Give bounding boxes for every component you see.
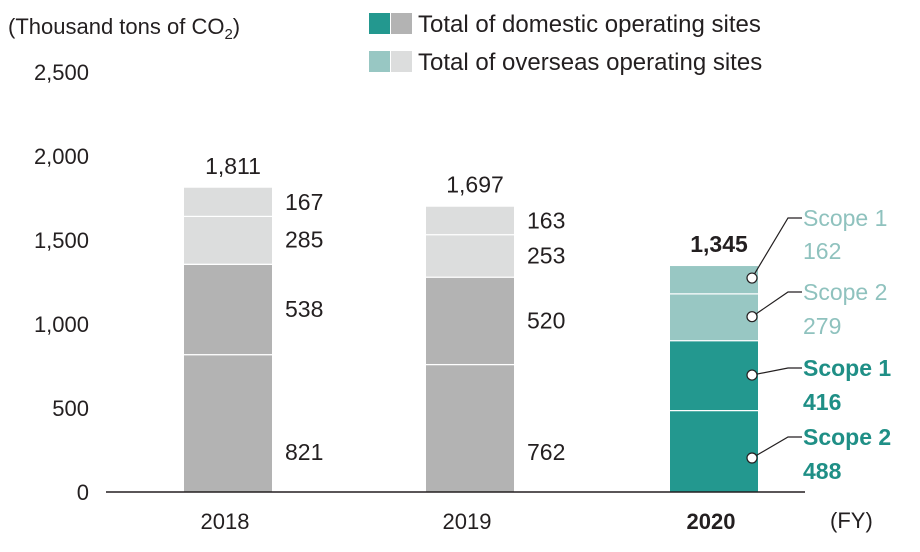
legend-swatch-domestic-gray [391,13,412,34]
callout-leader-line [751,436,802,459]
segment-value-label: 520 [527,307,565,333]
callout-marker [746,311,758,323]
callout-scope-value: 279 [803,313,841,339]
legend-label-domestic: Total of domestic operating sites [418,11,761,38]
segment-value-label: 538 [285,296,323,322]
segment-value-label: 253 [527,242,565,268]
bar-segment-2020-0 [670,410,758,492]
y-tick-label: 2,000 [34,144,89,169]
bar-segment-2018-2 [184,215,272,264]
y-tick-label: 0 [77,480,89,505]
x-category-label: 2019 [443,509,492,534]
legend-swatch-domestic-highlight [369,13,390,34]
bar-segment-2018-0 [184,354,272,492]
callout-leader-line [751,217,802,279]
callout-scope-value: 162 [803,238,841,264]
y-tick-label: 500 [52,396,89,421]
bar-segment-2019-1 [426,276,514,364]
bar-segment-2020-2 [670,293,758,341]
y-tick-label: 1,000 [34,312,89,337]
y-tick-label: 2,500 [34,60,89,85]
x-category-label: 2018 [201,509,250,534]
bar-total-label: 1,697 [446,172,504,198]
y-axis-unit-label: (Thousand tons of CO2) [8,14,240,43]
legend-item-overseas: Total of overseas operating sites [369,49,762,76]
y-axis-ticks: 0 500 1,000 1,500 2,000 2,500 [34,60,89,505]
bar-segment-2018-1 [184,263,272,355]
bar-segment-2020-1 [670,340,758,411]
bar-segment-2020-3 [670,266,758,294]
x-category-label: 2020 [687,509,736,534]
scope-callouts: Scope 1 162 Scope 2 279 Scope 1 416 Scope 2 488 [746,205,891,484]
callout-scope-value: 488 [803,458,842,484]
segment-value-label: 821 [285,439,323,465]
callout-scope-name: Scope 2 [803,424,891,450]
data-labels: 821 538 285 167 1,811 762 520 253 163 1,697 1,345 [205,153,748,465]
callout-scope-value: 416 [803,389,841,415]
callout-scope-name: Scope 2 [803,279,887,305]
callout-marker [746,272,758,284]
bar-segment-2018-3 [184,187,272,216]
bar-total-label: 1,811 [205,153,261,179]
x-axis-categories: 2018 2019 2020 [201,509,736,534]
legend-label-overseas: Total of overseas operating sites [418,49,762,76]
segment-value-label: 163 [527,207,565,233]
legend-item-domestic: Total of domestic operating sites [369,11,761,38]
bar-segment-2019-3 [426,206,514,235]
callout-marker [746,369,758,381]
y-tick-label: 1,500 [34,228,89,253]
bar-segment-2019-0 [426,363,514,492]
bar-total-label: 1,345 [690,231,748,257]
callout-leader-line [751,291,802,318]
legend-swatch-overseas-highlight [369,51,390,72]
bar-segment-2019-2 [426,234,514,277]
legend-swatch-overseas-gray [391,51,412,72]
bars [184,187,758,492]
segment-value-label: 762 [527,439,565,465]
callout-leader-line [751,367,802,376]
callout-scope-name: Scope 1 [803,205,887,231]
x-axis-unit-label: (FY) [830,508,873,533]
segment-value-label: 167 [285,189,323,215]
segment-value-label: 285 [285,227,323,253]
callout-marker [746,452,758,464]
callout-scope-name: Scope 1 [803,355,891,381]
legend: Total of domestic operating sites Total … [369,11,762,76]
